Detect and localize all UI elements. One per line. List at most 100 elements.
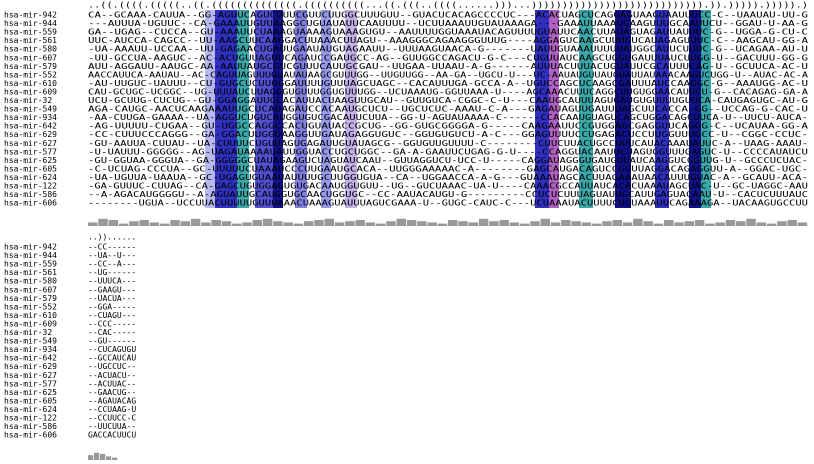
conservation-bar: [715, 222, 725, 226]
sequence-name: hsa-mir-607: [4, 53, 57, 62]
conservation-bar: [334, 222, 345, 226]
sequence-name: hsa-mir-642: [4, 122, 57, 131]
conservation-bar: [674, 222, 684, 226]
sequence-name: hsa-mir-606: [4, 431, 57, 440]
sequence: --CCUAAG-U: [88, 405, 136, 414]
shade: [345, 10, 357, 208]
conservation-bar: [386, 221, 396, 226]
sequence: --UACUA---: [88, 294, 136, 303]
shade: [535, 10, 549, 208]
sequence-name: hsa-mir-609: [4, 87, 57, 96]
sequence-name: hsa-mir-122: [4, 182, 57, 191]
sequence: --UGCCUC--: [88, 362, 136, 371]
conservation-bar: [345, 221, 355, 226]
shade: [701, 10, 711, 208]
sequence-name: hsa-mir-549: [4, 337, 57, 346]
shade: [255, 10, 273, 208]
sequence: --CC--A---: [88, 260, 136, 269]
shade: [321, 10, 331, 208]
sequence: --GAAGU---: [88, 285, 136, 294]
sequence: --UG------: [88, 268, 136, 277]
conservation-bar: [201, 222, 211, 226]
conservation-bar: [94, 452, 100, 460]
sequence-name: hsa-mir-122: [4, 414, 57, 423]
shade: [215, 10, 237, 208]
sequence: -C-UCUAG-CCCUA--GC-UUUUUCUAAAUCCCUUGAAUG…: [88, 164, 808, 173]
sequence-name: hsa-mir-586: [4, 190, 57, 199]
conservation-bar: [98, 218, 108, 226]
column-shading: [205, 10, 711, 208]
conservation-bar: [705, 223, 715, 226]
sequence: CAU-GCUGC-UCGGC--UG-UUUAUCUUAGGGUGUUUGGU…: [88, 87, 808, 96]
conservation-bar: [108, 220, 119, 226]
conservation-bar: [643, 221, 653, 226]
conservation-bar: [221, 221, 232, 226]
sequence-name: hsa-mir-549: [4, 105, 57, 114]
sequence: --CCUUCC-C: [88, 414, 136, 423]
conservation-bar: [571, 221, 581, 226]
sequence: -CC-CUUUCCCAGGG--GA-GGACUUGGUAAGGUUGAUAG…: [88, 130, 808, 139]
sequence-name: hsa-mir-610: [4, 79, 57, 88]
sequence-name: hsa-mir-32: [4, 328, 52, 337]
sequence: --CUCAGUGU: [88, 345, 136, 354]
conservation-bar: [129, 221, 139, 226]
conservation-bar: [530, 221, 540, 226]
sequence: AGA-CAUGC-AACUCAAGAAAUUGCUCAUAGAUCCACAAU…: [88, 105, 808, 114]
sequence-name: hsa-mir-552: [4, 70, 57, 79]
conservation-bar: [602, 221, 612, 226]
conservation-bar: [355, 220, 365, 226]
conservation-bar: [458, 221, 468, 226]
sequence: --CUAGU---: [88, 311, 136, 320]
sequence: --GU------: [88, 337, 136, 346]
sequence: GACCACUUCU: [88, 431, 136, 440]
sequence: -U-UAUUU-GGGGG--AG-UAGAUAAAAUAUUGGUACCUG…: [88, 147, 808, 156]
conservation-bar: [766, 223, 777, 226]
sequence-name: hsa-mir-606: [4, 199, 57, 208]
conservation-bar: [112, 457, 118, 460]
sequence: --ACUACU--: [88, 371, 136, 380]
shade: [237, 10, 249, 208]
sequence: -AU-UUGUC-UAUUU--CU-GUGCUCUUGGGAUUUUGUUU…: [88, 79, 808, 88]
conservation-bar: [376, 223, 386, 226]
sequence: --UUCUUA--: [88, 422, 136, 431]
sequence: --GGA-----: [88, 302, 136, 311]
sequence: AUU-AGGAUU-AAUGC-AA-AAUUAUGCGUCGUUUCAUUG…: [88, 62, 808, 71]
conservation-bar: [149, 222, 160, 226]
sequence-name: hsa-mir-942: [4, 243, 57, 252]
sequence-name: hsa-mir-627: [4, 139, 57, 148]
shade: [655, 10, 669, 208]
sequence: ---AUUUA-UGUUC--CA-GAAAUUGUUAAGGCUGUAUAU…: [88, 19, 808, 28]
conservation-bar: [139, 220, 149, 226]
conservation-bar: [283, 222, 293, 226]
conservation-bar: [242, 222, 252, 226]
sequence-name: hsa-mir-552: [4, 302, 57, 311]
sequence-name: hsa-mir-624: [4, 173, 57, 182]
conservation-bar: [314, 220, 324, 226]
conservation-bar: [561, 220, 571, 226]
conservation-bar: [725, 220, 736, 226]
sequence-name: hsa-mir-577: [4, 147, 57, 156]
conservation-bar: [489, 221, 499, 226]
conservation-bar: [106, 456, 112, 460]
conservation-bar: [160, 223, 170, 226]
conservation-bar: [365, 222, 376, 226]
sequence: -UA-AAAUU-UCCAA--UU-GAGAACUGAUUGAAUAUGUA…: [88, 45, 808, 54]
conservation-bar: [520, 223, 530, 226]
conservation-bar: [478, 218, 489, 226]
structure-line: ..((.((((.(((((..((.((((((((((((((.(((((…: [88, 1, 808, 10]
sequence: --UUUCA---: [88, 277, 136, 286]
sequence: -GU-AAUUA-CUUAU--UA-CUUUUCUGUUAGUGAGAUUG…: [88, 139, 808, 148]
sequence-name: hsa-mir-944: [4, 19, 57, 28]
conservation-bar: [437, 223, 448, 226]
conservation-bar: [180, 221, 191, 226]
conservation-bar: [252, 220, 263, 226]
conservation-bar: [211, 220, 221, 226]
sequence: -AG-UUUUU-CUGAA--GU-UGGCCAGGCCACUGUAUACC…: [88, 122, 808, 131]
sequence: -UU-GCCUA-AAGUC--AC-ACUGUUAGUUCAGAUCCGAU…: [88, 53, 808, 62]
shade: [615, 10, 631, 208]
sequence-name: hsa-mir-934: [4, 345, 57, 354]
sequence-name: hsa-mir-610: [4, 311, 57, 320]
conservation-bar: [118, 223, 129, 226]
conservation-bar: [581, 222, 592, 226]
conservation-bar: [406, 220, 417, 226]
